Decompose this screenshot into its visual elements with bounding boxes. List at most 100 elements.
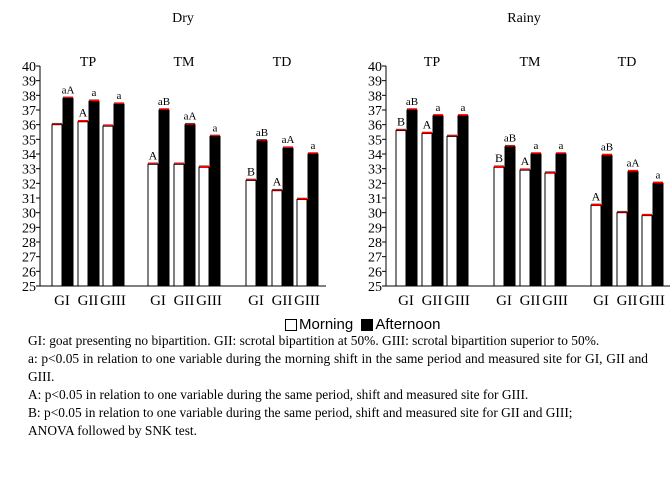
morning-annotation: A <box>79 106 88 120</box>
y-tick-label: 27 <box>22 251 36 266</box>
morning-bar <box>296 198 308 287</box>
y-tick-label: 38 <box>368 89 382 104</box>
legend-label-afternoon: Afternoon <box>375 316 441 333</box>
y-tick-label: 35 <box>368 133 382 148</box>
footnote-A: A: p<0.05 in relation to one variable du… <box>28 387 529 402</box>
y-tick-label: 32 <box>22 177 36 192</box>
panel-title: Dry <box>172 11 194 26</box>
y-tick-label: 33 <box>22 163 36 178</box>
morning-bar <box>641 215 653 287</box>
category-label: GII <box>422 293 443 309</box>
y-tick-label: 29 <box>368 221 382 236</box>
afternoon-annotation: aA <box>282 134 295 146</box>
y-tick-label: 31 <box>22 192 36 207</box>
morning-annotation: A <box>521 154 530 168</box>
afternoon-bar <box>62 97 74 287</box>
afternoon-annotation: a <box>311 140 316 152</box>
group-label: TD <box>273 55 292 70</box>
morning-bar <box>173 163 185 287</box>
category-label: GI <box>150 293 166 309</box>
group-label: TP <box>424 55 441 70</box>
category-label: GIII <box>196 293 222 309</box>
y-tick-label: 33 <box>368 163 382 178</box>
afternoon-bar <box>601 154 613 287</box>
afternoon-bar <box>530 153 542 287</box>
morning-annotation: B <box>495 151 503 165</box>
y-tick-label: 35 <box>22 133 36 148</box>
morning-bar <box>395 130 407 287</box>
afternoon-bar <box>282 147 294 287</box>
afternoon-annotation: a <box>213 122 218 134</box>
category-label: GI <box>593 293 609 309</box>
legend: Morning Afternoon <box>285 316 444 333</box>
category-label: GIII <box>294 293 320 309</box>
group-label: TM <box>520 55 542 70</box>
afternoon-bar <box>627 171 639 287</box>
afternoon-annotation: a <box>92 87 97 99</box>
afternoon-bar <box>652 182 664 287</box>
morning-bar <box>519 169 531 287</box>
afternoon-annotation: aA <box>184 111 197 123</box>
morning-annotation: A <box>423 117 432 131</box>
legend-swatch-afternoon <box>361 319 374 332</box>
footnotes: GI: goat presenting no bipartition. GII:… <box>28 332 648 440</box>
category-label: GIII <box>639 293 665 309</box>
afternoon-bar <box>307 153 319 287</box>
morning-bar <box>51 124 63 287</box>
footnote-groups: GI: goat presenting no bipartition. GII:… <box>28 333 600 348</box>
morning-bar <box>245 179 257 287</box>
afternoon-annotation: aB <box>601 141 613 153</box>
y-tick-label: 26 <box>368 265 382 280</box>
afternoon-bar <box>158 109 170 287</box>
y-tick-label: 28 <box>22 236 36 251</box>
afternoon-bar <box>504 146 516 287</box>
category-label: GII <box>78 293 99 309</box>
legend-label-morning: Morning <box>299 316 354 333</box>
y-tick-label: 32 <box>368 177 382 192</box>
morning-bar <box>198 166 210 287</box>
afternoon-bar <box>555 153 567 287</box>
morning-bar <box>446 135 458 287</box>
y-tick-label: 34 <box>22 148 36 163</box>
morning-bar <box>102 125 114 287</box>
morning-bar <box>271 190 283 287</box>
y-tick-label: 34 <box>368 148 382 163</box>
footnote-B: B: p<0.05 in relation to one variable du… <box>28 405 573 420</box>
group-label: TP <box>80 55 97 70</box>
y-tick-label: 31 <box>368 192 382 207</box>
category-label: GII <box>617 293 638 309</box>
category-label: GI <box>248 293 264 309</box>
y-tick-label: 40 <box>368 60 382 75</box>
panel-title: Rainy <box>507 11 540 26</box>
y-tick-label: 27 <box>368 251 382 266</box>
group-label: TM <box>174 55 196 70</box>
morning-bar <box>493 166 505 287</box>
category-label: GII <box>272 293 293 309</box>
category-label: GIII <box>100 293 126 309</box>
category-label: GI <box>54 293 70 309</box>
afternoon-annotation: a <box>436 102 441 114</box>
y-tick-label: 26 <box>22 265 36 280</box>
morning-annotation: B <box>247 164 255 178</box>
afternoon-bar <box>406 109 418 287</box>
category-label: GI <box>398 293 414 309</box>
afternoon-annotation: aB <box>406 96 418 108</box>
afternoon-annotation: a <box>461 102 466 114</box>
morning-annotation: B <box>397 115 405 129</box>
afternoon-bar <box>209 135 221 287</box>
afternoon-annotation: a <box>559 140 564 152</box>
y-tick-label: 38 <box>22 89 36 104</box>
legend-swatch-morning <box>285 319 297 332</box>
afternoon-bar <box>457 115 469 287</box>
afternoon-bar <box>432 115 444 287</box>
category-label: GIII <box>444 293 470 309</box>
y-tick-label: 30 <box>22 207 36 222</box>
y-tick-label: 39 <box>368 75 382 90</box>
category-label: GI <box>496 293 512 309</box>
morning-bar <box>544 172 556 287</box>
y-tick-label: 36 <box>368 119 382 134</box>
afternoon-bar <box>113 103 125 287</box>
y-tick-label: 28 <box>368 236 382 251</box>
category-label: GII <box>520 293 541 309</box>
